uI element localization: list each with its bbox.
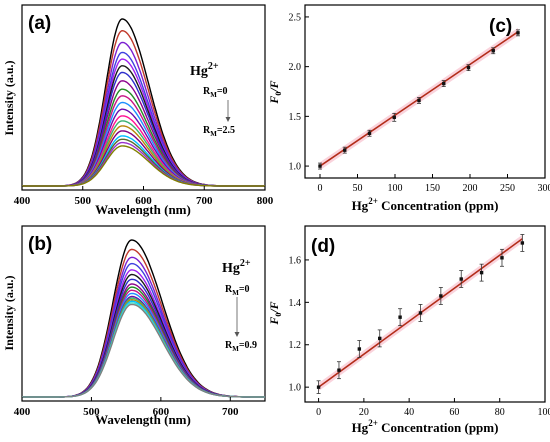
x-tick-label: 150 <box>425 183 440 194</box>
panel-a-ion-label: Hg2+ <box>190 61 219 79</box>
x-tick-label: 100 <box>538 407 550 418</box>
y-tick-label: 1.2 <box>289 340 302 351</box>
panel-c-label: (c) <box>489 16 512 37</box>
svg-text:F0/F: F0/F <box>267 80 283 104</box>
y-tick-label: 1.6 <box>289 255 302 266</box>
panel-c-xlabel: Hg2+ Concentration (ppm) <box>352 196 499 213</box>
panel-a-ylabel: Intensity (a.u.) <box>2 60 16 135</box>
x-tick-label: 40 <box>404 407 414 418</box>
data-point <box>492 49 495 52</box>
x-tick-label: 300 <box>538 183 550 194</box>
x-tick-label: 250 <box>500 183 515 194</box>
data-point <box>317 385 320 388</box>
svg-text:RM=0.9: RM=0.9 <box>225 340 257 353</box>
spectrum-curve <box>22 59 265 186</box>
y-tick-label: 1.0 <box>289 383 302 394</box>
x-tick-label: 800 <box>257 195 274 207</box>
data-point <box>393 116 396 119</box>
svg-text:RM=2.5: RM=2.5 <box>203 125 235 138</box>
x-tick-label: 700 <box>196 195 213 207</box>
panel-b-ylabel: Intensity (a.u.) <box>2 275 16 350</box>
x-tick-label: 400 <box>14 406 31 418</box>
panel-d-xlabel: Hg2+ Concentration (ppm) <box>352 418 499 435</box>
y-tick-label: 2.0 <box>289 62 302 73</box>
panel-a-arrowhead <box>226 117 231 122</box>
data-point <box>500 256 503 259</box>
svg-text:Hg2+: Hg2+ <box>222 258 251 276</box>
svg-text:Hg2+ Concentration (ppm): Hg2+ Concentration (ppm) <box>352 196 499 213</box>
x-tick-label: 20 <box>359 407 369 418</box>
panel-b-label: (b) <box>28 234 52 255</box>
data-point <box>516 31 519 34</box>
panel-b-rm-end: RM=0.9 <box>225 340 257 353</box>
panel-a-curves <box>22 19 265 186</box>
panel-d-label: (d) <box>311 236 335 257</box>
panel-d-ylabel: F0/F <box>267 301 283 325</box>
y-tick-label: 2.5 <box>289 12 302 23</box>
panel-b-xlabel: Wavelength (nm) <box>95 412 191 427</box>
svg-text:F0/F: F0/F <box>267 301 283 325</box>
panel-a-xlabel: Wavelength (nm) <box>95 202 191 217</box>
panel-c: 0 50 100 150 200 250 300 1.0 1.5 2.0 2.5 (c) Hg2+ … <box>267 5 550 213</box>
x-tick-label: 700 <box>222 406 239 418</box>
data-point <box>460 277 463 280</box>
panel-b-rm-start: RM=0 <box>225 284 250 297</box>
y-tick-label: 1.0 <box>289 162 302 173</box>
svg-text:RM=0: RM=0 <box>203 86 228 99</box>
panel-c-ylabel: F0/F <box>267 80 283 104</box>
data-point <box>439 294 442 297</box>
panel-c-plot: 0 50 100 150 200 250 300 1.0 1.5 2.0 2.5 <box>289 12 550 194</box>
panel-b-arrowhead <box>235 332 240 337</box>
x-tick-label: 500 <box>75 195 92 207</box>
x-tick-label: 80 <box>495 407 505 418</box>
data-point <box>358 347 361 350</box>
data-point <box>417 99 420 102</box>
data-point <box>419 311 422 314</box>
data-point <box>337 368 340 371</box>
x-tick-label: 50 <box>353 183 363 194</box>
panel-d: 0 20 40 60 80 100 1.0 1.2 1.4 1.6 (d) Hg2+ Concen… <box>267 226 550 435</box>
data-point <box>521 241 524 244</box>
x-tick-label: 0 <box>316 407 321 418</box>
data-point <box>398 315 401 318</box>
data-point <box>318 164 321 167</box>
data-point <box>368 132 371 135</box>
data-point <box>343 148 346 151</box>
x-tick-label: 100 <box>388 183 403 194</box>
data-point <box>442 82 445 85</box>
panel-a-label: (a) <box>28 13 51 34</box>
svg-text:RM=0: RM=0 <box>225 284 250 297</box>
x-tick-label: 200 <box>463 183 478 194</box>
y-tick-label: 1.4 <box>289 298 302 309</box>
svg-text:Hg2+: Hg2+ <box>190 61 219 79</box>
data-point <box>378 337 381 340</box>
x-tick-label: 60 <box>449 407 459 418</box>
panel-a-rm-end: RM=2.5 <box>203 125 235 138</box>
svg-text:Hg2+ Concentration (ppm): Hg2+ Concentration (ppm) <box>352 418 499 435</box>
x-tick-label: 0 <box>318 183 323 194</box>
y-tick-label: 1.5 <box>289 112 302 123</box>
x-tick-label: 400 <box>14 195 31 207</box>
data-point <box>467 66 470 69</box>
panel-a-rm-start: RM=0 <box>203 86 228 99</box>
panel-b-ion-label: Hg2+ <box>222 258 251 276</box>
panel-d-plot: 0 20 40 60 80 100 1.0 1.2 1.4 1.6 <box>289 234 550 418</box>
data-point <box>480 271 483 274</box>
